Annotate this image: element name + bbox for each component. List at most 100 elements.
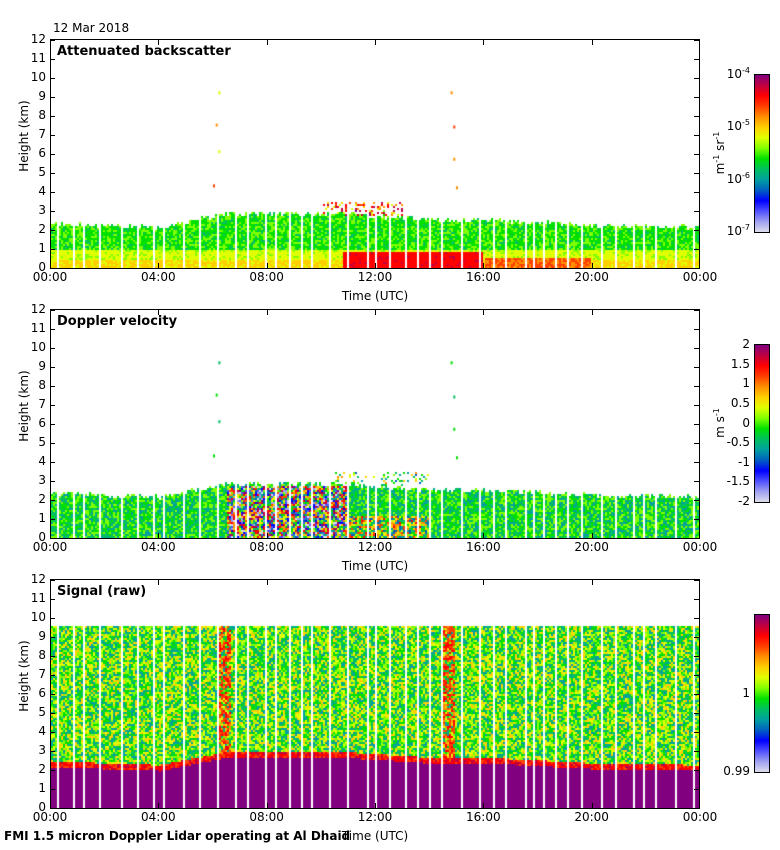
x-tick-mark-top (591, 580, 593, 585)
plot-area-2: Doppler velocity (50, 309, 700, 539)
y-tick-mark-right (694, 656, 699, 657)
tick-base: 10 (726, 224, 743, 238)
y-tick-label: 5 (38, 435, 46, 449)
y-tick-mark (50, 424, 55, 425)
y-tick-label: 3 (38, 473, 46, 487)
y-tick-mark (50, 40, 55, 41)
y-tick-mark-right (694, 732, 699, 733)
y-tick-mark (50, 154, 55, 155)
y-tick-mark-right (694, 173, 699, 174)
y-tick-mark (50, 116, 55, 117)
x-tick-label: 16:00 (466, 810, 501, 824)
y-tick-label: 0 (38, 260, 46, 274)
x-tick-mark-top (483, 310, 485, 315)
colorbar-units-label: m-1 sr-1 (712, 123, 727, 183)
y-tick-mark (50, 656, 55, 657)
y-axis-label: Height (km) (17, 370, 31, 442)
x-tick-mark (266, 803, 268, 808)
colorbar-tick-label: 10-4 (702, 66, 750, 82)
y-tick-label: 4 (38, 454, 46, 468)
y-tick-mark (50, 538, 55, 539)
x-tick-label: 20:00 (574, 540, 609, 554)
tick-exponent: -6 (742, 170, 750, 180)
x-tick-mark (375, 803, 376, 808)
y-tick-mark-right (694, 211, 699, 212)
unit-exponent: -1 (712, 408, 721, 417)
x-tick-label: 20:00 (574, 810, 609, 824)
colorbar-tick-label: 10-5 (702, 118, 750, 134)
y-tick-mark-right (694, 694, 699, 695)
x-tick-mark (266, 533, 268, 538)
colorbar-tick-label: 1.5 (730, 356, 750, 371)
x-tick-label: 00:00 (32, 270, 68, 284)
x-tick-mark (483, 263, 485, 268)
panel-title: Signal (raw) (57, 584, 147, 599)
y-tick-mark (50, 443, 55, 444)
colorbar-tick-label: 1 (742, 685, 750, 700)
y-tick-mark (50, 713, 55, 714)
y-tick-label: 12 (30, 572, 46, 586)
tick-exponent: -5 (742, 118, 750, 128)
y-tick-mark-right (694, 808, 699, 809)
y-tick-label: 2 (38, 222, 46, 236)
colorbar-tick-label: 1 (742, 376, 750, 391)
colorbar (754, 344, 770, 503)
y-tick-mark-right (694, 59, 699, 60)
x-tick-mark (483, 803, 485, 808)
y-tick-mark-right (694, 386, 699, 387)
x-tick-mark-top (375, 40, 376, 45)
y-tick-label: 9 (38, 629, 46, 643)
x-tick-mark (591, 263, 593, 268)
x-tick-label: 04:00 (141, 540, 176, 554)
y-tick-mark-right (694, 135, 699, 136)
x-tick-mark (158, 803, 160, 808)
y-tick-mark-right (694, 249, 699, 250)
y-tick-mark-right (694, 789, 699, 790)
colorbar-tick-label: -1.5 (726, 474, 750, 489)
y-tick-label: 10 (30, 340, 46, 354)
x-axis-label: Time (UTC) (341, 289, 409, 303)
panel-title: Attenuated backscatter (57, 44, 231, 59)
y-tick-label: 7 (38, 397, 46, 411)
x-tick-mark-top (375, 310, 376, 315)
y-tick-mark-right (694, 500, 699, 501)
y-tick-mark-right (694, 519, 699, 520)
unit-text: m s (713, 416, 727, 438)
tick-base: 10 (726, 119, 743, 134)
y-tick-mark (50, 173, 55, 174)
x-tick-mark (483, 533, 485, 538)
y-tick-label: 4 (38, 724, 46, 738)
plot-area-3: Signal (raw) (50, 579, 700, 809)
y-tick-mark (50, 519, 55, 520)
x-tick-label: 08:00 (249, 540, 284, 554)
colorbar-tick-label: -0.5 (726, 435, 750, 450)
y-tick-label: 8 (38, 108, 46, 122)
tick-exponent: -4 (742, 66, 750, 75)
x-tick-label: 04:00 (141, 810, 176, 824)
tick-exponent: -7 (742, 223, 750, 232)
y-tick-label: 0 (38, 530, 46, 544)
x-tick-mark (158, 263, 160, 268)
y-tick-mark (50, 367, 55, 368)
y-tick-mark-right (694, 424, 699, 425)
y-tick-label: 6 (38, 686, 46, 700)
x-tick-mark-top (266, 310, 268, 315)
x-tick-mark (591, 533, 593, 538)
y-tick-mark-right (694, 154, 699, 155)
y-tick-mark (50, 135, 55, 136)
y-tick-label: 0 (38, 800, 46, 814)
colorbar-tick-label: 10-7 (702, 223, 750, 239)
x-tick-label: 00:00 (682, 270, 718, 284)
y-tick-mark-right (694, 637, 699, 638)
x-tick-label: 00:00 (682, 540, 718, 554)
y-axis-label: Height (km) (17, 640, 31, 712)
x-tick-label: 16:00 (466, 270, 501, 284)
y-tick-label: 6 (38, 416, 46, 430)
heatmap-canvas (51, 310, 699, 538)
date-label: 12 Mar 2018 (53, 21, 130, 35)
x-tick-mark-top (591, 310, 593, 315)
y-tick-label: 9 (38, 89, 46, 103)
y-tick-mark-right (694, 599, 699, 600)
x-axis-label: Time (UTC) (341, 559, 409, 573)
x-tick-mark-top (483, 580, 485, 585)
